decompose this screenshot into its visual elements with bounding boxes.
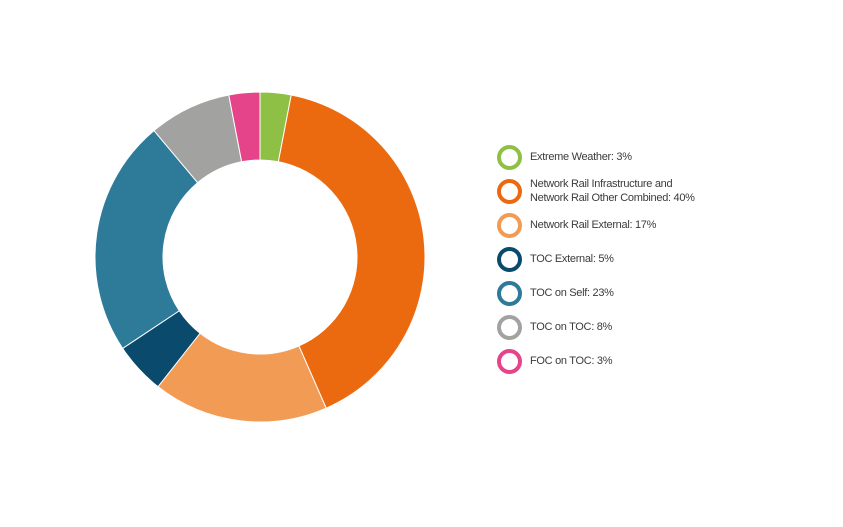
legend-label: FOC on TOC: 3% [530, 355, 613, 367]
slice-toc-on-self [94, 129, 199, 350]
chart-legend: Extreme Weather: 3% Network Rail Infrastr… [497, 143, 827, 381]
legend-label: Network Rail External: 17% [530, 219, 657, 231]
legend-label: TOC on Self: 23% [530, 287, 614, 299]
donut-slices [94, 91, 426, 423]
legend-item: FOC on TOC: 3% [497, 347, 827, 375]
legend-marker-icon [497, 246, 522, 272]
legend-label: TOC on TOC: 8% [530, 321, 613, 333]
legend-item: Network Rail External: 17% [497, 211, 827, 239]
legend-marker-icon [497, 314, 522, 340]
legend-item: TOC on TOC: 8% [497, 313, 827, 341]
legend-item: Extreme Weather: 3% [497, 143, 827, 171]
slice-network-rail-infrastructure-and-network-rail-other-combined [277, 94, 426, 409]
legend-label: TOC External: 5% [530, 253, 614, 265]
legend-item: TOC External: 5% [497, 245, 827, 273]
legend-label: Extreme Weather: 3% [530, 151, 632, 163]
legend-item: Network Rail Infrastructure and Network … [497, 177, 827, 205]
legend-item: TOC on Self: 23% [497, 279, 827, 307]
legend-marker-icon [497, 212, 522, 238]
legend-label: Network Rail Infrastructure and Network … [530, 178, 695, 204]
legend-marker-icon [497, 280, 522, 306]
legend-marker-icon [497, 144, 522, 170]
legend-marker-icon [497, 178, 522, 204]
slice-foc-on-toc [228, 91, 261, 163]
legend-marker-icon [497, 348, 522, 374]
